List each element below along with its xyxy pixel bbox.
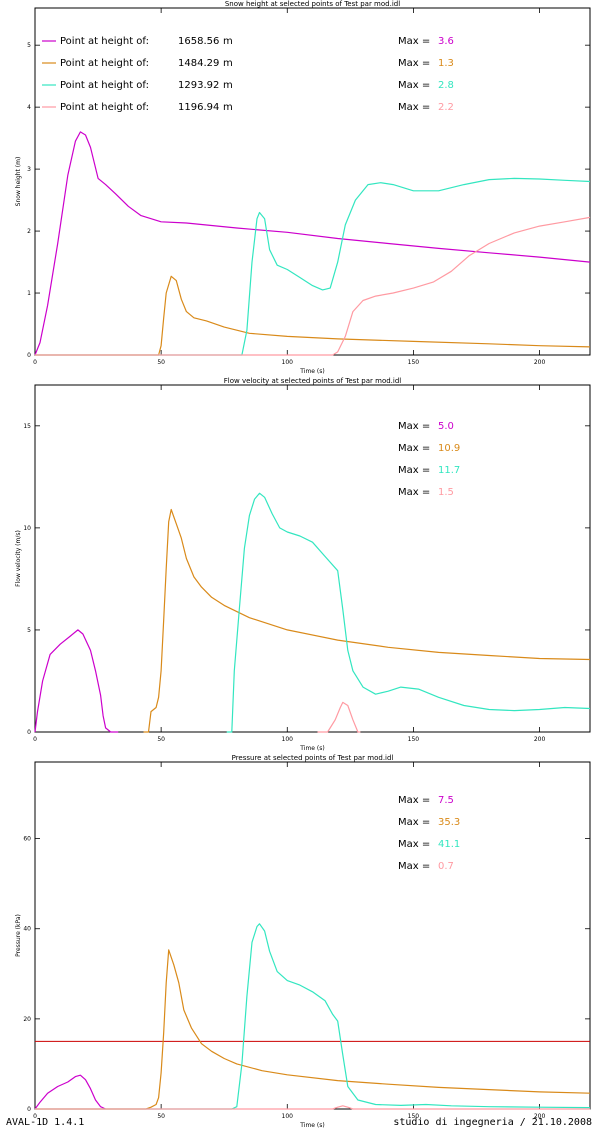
series-line-4 (35, 216, 591, 356)
legend-unit: m (223, 58, 233, 69)
max-value: 3.6 (438, 36, 454, 47)
legend-height: 1293.92 (178, 80, 219, 91)
y-tick-label: 0 (27, 729, 31, 736)
y-tick-label: 4 (27, 104, 31, 111)
series-line-4 (35, 1105, 590, 1110)
x-tick-label: 200 (534, 1113, 546, 1120)
max-label: Max = (398, 839, 430, 850)
y-tick-label: 5 (27, 627, 31, 634)
chart-title: Flow velocity at selected points of Test… (224, 377, 402, 385)
max-label: Max = (398, 36, 430, 47)
x-tick-label: 0 (33, 1113, 37, 1120)
x-tick-label: 0 (33, 359, 37, 366)
y-tick-label: 20 (23, 1016, 31, 1023)
software-version-label: AVAL-1D 1.4.1 (6, 1117, 85, 1128)
max-value: 11.7 (438, 465, 460, 476)
max-value: 41.1 (438, 839, 460, 850)
max-label: Max = (398, 795, 430, 806)
series-line-3 (35, 923, 591, 1110)
legend-unit: m (223, 80, 233, 91)
series-line-3 (226, 492, 591, 733)
plot-frame (34, 761, 591, 1110)
y-axis-label: Pressure (kPa) (15, 914, 22, 957)
y-tick-label: 1 (27, 290, 31, 297)
series-line-2 (143, 508, 591, 733)
x-tick-label: 50 (157, 359, 165, 366)
legend-label: Point at height of: (60, 102, 149, 113)
max-value: 7.5 (438, 795, 454, 806)
max-label: Max = (398, 421, 430, 432)
y-tick-label: 40 (23, 926, 31, 933)
max-label: Max = (398, 58, 430, 69)
y-tick-label: 15 (23, 423, 31, 430)
x-tick-label: 100 (282, 359, 294, 366)
max-value: 2.8 (438, 80, 454, 91)
max-value: 35.3 (438, 817, 460, 828)
x-tick-label: 200 (534, 736, 546, 743)
y-tick-label: 0 (27, 1106, 31, 1113)
max-label: Max = (398, 817, 430, 828)
max-value: 2.2 (438, 102, 454, 113)
max-label: Max = (398, 465, 430, 476)
y-tick-label: 3 (27, 166, 31, 173)
max-value: 1.3 (438, 58, 454, 69)
studio-date-label: studio di ingegneria / 21.10.2008 (393, 1117, 592, 1128)
chart-title: Snow height at selected points of Test p… (225, 0, 400, 8)
legend-height: 1196.94 (178, 102, 219, 113)
max-label: Max = (398, 487, 430, 498)
max-value: 1.5 (438, 487, 454, 498)
y-tick-label: 0 (27, 352, 31, 359)
series-line-4 (317, 701, 361, 733)
max-label: Max = (398, 102, 430, 113)
legend-unit: m (223, 36, 233, 47)
x-tick-label: 50 (157, 1113, 165, 1120)
y-tick-label: 60 (23, 836, 31, 843)
x-tick-label: 200 (534, 359, 546, 366)
legend-label: Point at height of: (60, 80, 149, 91)
max-value: 5.0 (438, 421, 454, 432)
x-tick-label: 150 (408, 1113, 420, 1120)
x-tick-label: 150 (408, 359, 420, 366)
max-label: Max = (398, 443, 430, 454)
legend-height: 1484.29 (178, 58, 219, 69)
x-axis-label: Time (s) (299, 745, 324, 752)
series-line-3 (35, 177, 591, 356)
series-line-2 (35, 949, 591, 1110)
x-tick-label: 150 (408, 736, 420, 743)
x-tick-label: 0 (33, 736, 37, 743)
y-axis-label: Snow height (m) (15, 157, 22, 207)
legend-height: 1658.56 (178, 36, 219, 47)
max-value: 0.7 (438, 861, 454, 872)
y-tick-label: 5 (27, 42, 31, 49)
max-label: Max = (398, 80, 430, 91)
max-label: Max = (398, 861, 430, 872)
y-tick-label: 2 (27, 228, 31, 235)
series-line-1 (34, 1074, 106, 1110)
x-tick-label: 100 (282, 1113, 294, 1120)
x-tick-label: 50 (157, 736, 165, 743)
y-axis-label: Flow velocity (m/s) (15, 530, 22, 587)
chart-title: Pressure at selected points of Test par … (232, 754, 394, 762)
x-axis-label: Time (s) (299, 368, 324, 375)
plot-frame (34, 384, 591, 733)
x-axis-label: Time (s) (299, 1122, 324, 1129)
max-value: 10.9 (438, 443, 460, 454)
legend-label: Point at height of: (60, 58, 149, 69)
x-tick-label: 100 (282, 736, 294, 743)
legend-label: Point at height of: (60, 36, 149, 47)
series-line-2 (35, 275, 591, 356)
series-line-1 (34, 131, 591, 356)
y-tick-label: 10 (23, 525, 31, 532)
series-line-1 (34, 629, 119, 733)
legend-unit: m (223, 102, 233, 113)
